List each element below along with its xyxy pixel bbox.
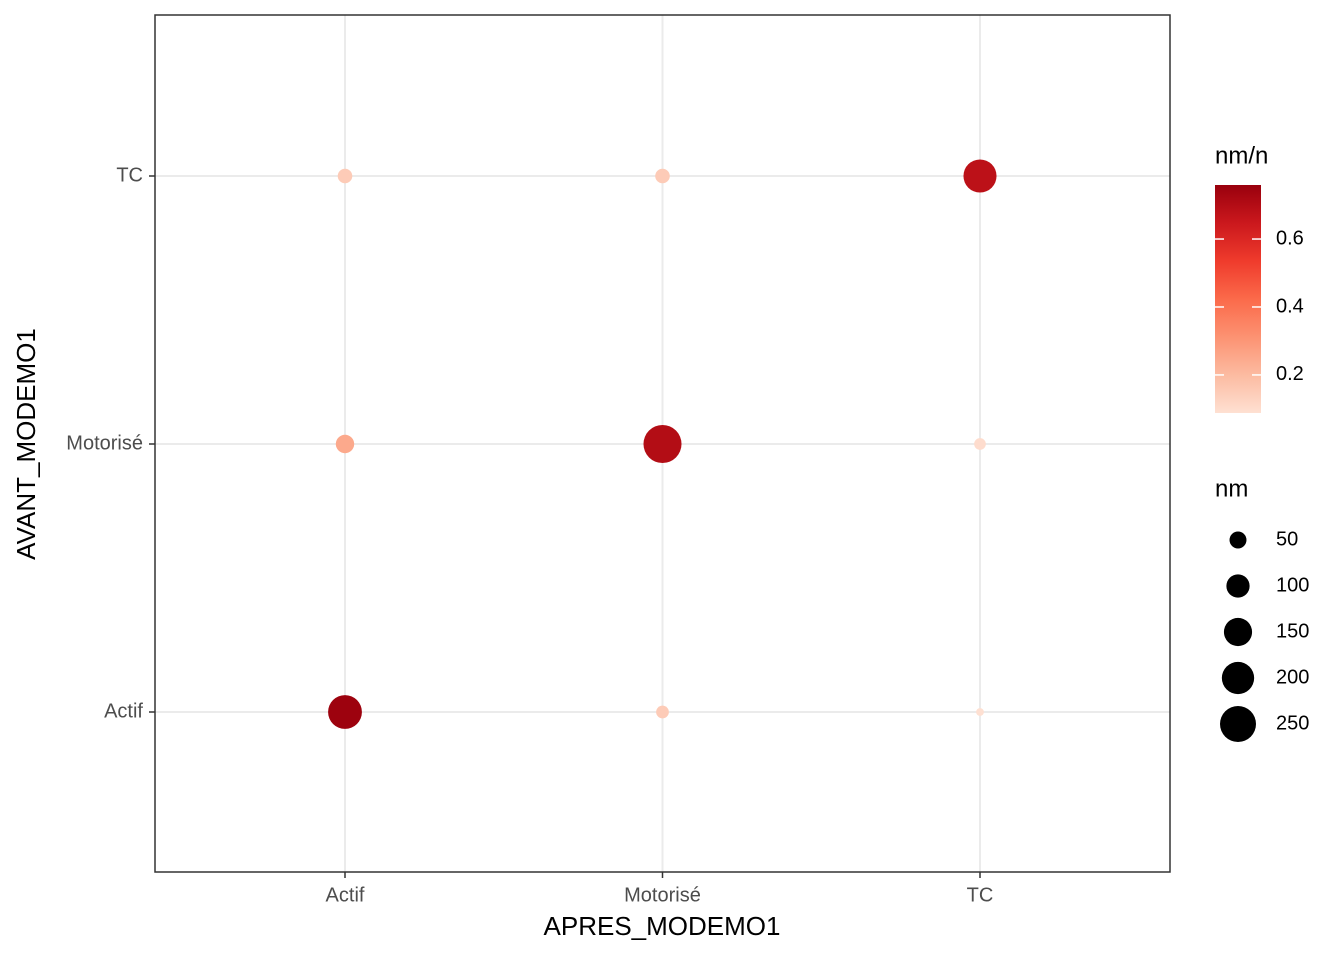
point <box>656 705 669 719</box>
size-label: 200 <box>1276 666 1309 688</box>
point <box>337 168 353 184</box>
y-tick-label: Motorisé <box>66 432 143 454</box>
panel-border <box>154 14 1171 873</box>
y-tick-label: TC <box>116 164 143 186</box>
size-key <box>1229 531 1247 549</box>
size-label: 100 <box>1276 574 1309 596</box>
point <box>963 159 997 193</box>
size-label: 50 <box>1276 528 1298 550</box>
y-axis-title: AVANT_MODEMO1 <box>11 328 41 560</box>
y-tick-label: Actif <box>104 700 143 722</box>
size-legend-title: nm <box>1215 475 1248 502</box>
x-tick-label: Actif <box>326 884 365 906</box>
x-tick-label: TC <box>967 884 994 906</box>
x-axis-title: APRES_MODEMO1 <box>544 911 781 941</box>
size-key <box>1226 574 1250 598</box>
color-legend-title: nm/n <box>1215 142 1268 169</box>
point <box>974 438 986 450</box>
point <box>976 708 984 716</box>
point <box>655 168 670 184</box>
size-label: 150 <box>1276 620 1309 642</box>
size-key <box>1223 617 1253 647</box>
colorbar-label: 0.4 <box>1276 295 1304 317</box>
point <box>328 695 362 729</box>
point <box>335 434 355 454</box>
size-label: 250 <box>1276 712 1309 734</box>
colorbar <box>1215 185 1261 413</box>
colorbar-label: 0.2 <box>1276 363 1304 385</box>
point <box>643 424 682 464</box>
size-key <box>1221 661 1255 695</box>
x-tick-label: Motorisé <box>624 884 701 906</box>
colorbar-label: 0.6 <box>1276 227 1304 249</box>
size-key <box>1220 706 1256 742</box>
